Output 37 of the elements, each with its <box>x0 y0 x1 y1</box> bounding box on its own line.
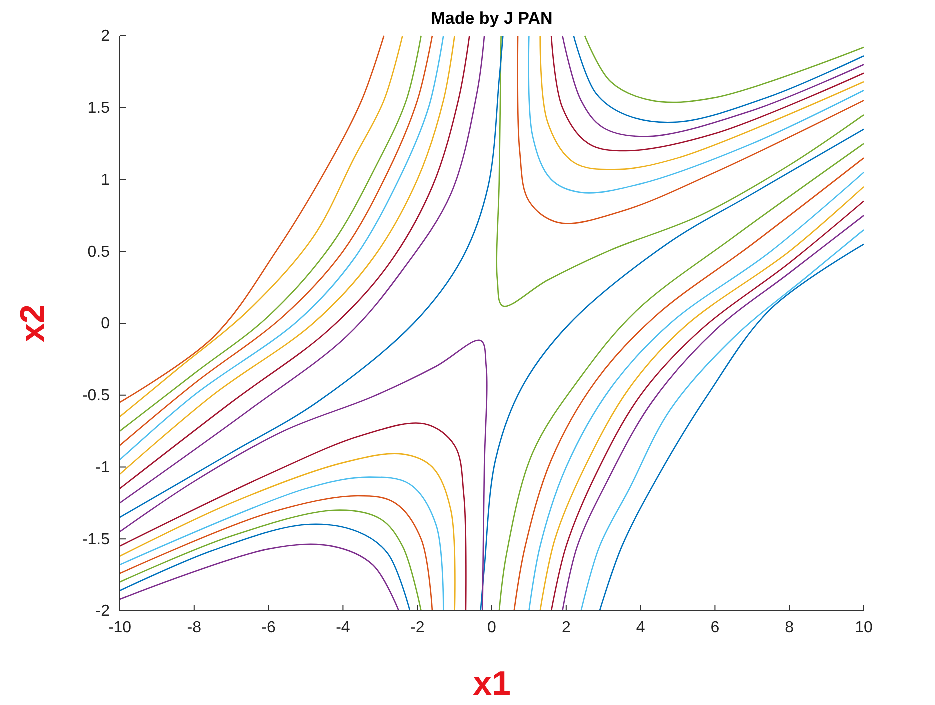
y-tick-label: -1.5 <box>82 531 110 548</box>
line-series <box>528 35 865 194</box>
x-tick-label: 8 <box>785 619 794 636</box>
y-axis-title: x2 <box>14 304 52 342</box>
line-series <box>119 422 467 612</box>
y-tick-label: 1 <box>101 172 110 189</box>
y-tick-label: -1 <box>96 459 110 476</box>
y-tick-label: 0.5 <box>88 244 110 261</box>
line-series <box>550 35 865 152</box>
chart-title: Made by J PAN <box>431 9 553 28</box>
x-tick-label: -2 <box>410 619 425 636</box>
x-tick-label: 0 <box>488 619 497 636</box>
line-series <box>119 524 411 612</box>
line-series <box>540 35 865 170</box>
x-tick-label: -6 <box>262 619 276 636</box>
y-tick-label: 2 <box>101 28 110 46</box>
line-series <box>496 35 865 308</box>
line-series <box>119 495 434 612</box>
line-series <box>119 476 444 612</box>
y-tick-label: -0.5 <box>82 387 110 404</box>
y-tick-label: -2 <box>96 603 110 620</box>
line-series <box>573 35 865 124</box>
x-axis-title: x1 <box>473 665 511 703</box>
line-series <box>562 35 865 138</box>
x-tick-label: -8 <box>187 619 202 636</box>
line-series <box>517 35 865 224</box>
x-tick-label: -10 <box>108 619 132 636</box>
y-tick-label: 0 <box>101 316 110 333</box>
x-tick-label: 6 <box>710 619 720 636</box>
x-tick-label: 10 <box>855 619 873 636</box>
line-series <box>119 510 422 612</box>
x-tick-label: 4 <box>636 619 646 636</box>
y-tick-label: 1.5 <box>88 100 110 117</box>
x-tick-label: -4 <box>336 619 350 636</box>
x-tick-label: 2 <box>562 619 571 636</box>
line-series <box>119 453 456 612</box>
line-series <box>119 340 488 612</box>
